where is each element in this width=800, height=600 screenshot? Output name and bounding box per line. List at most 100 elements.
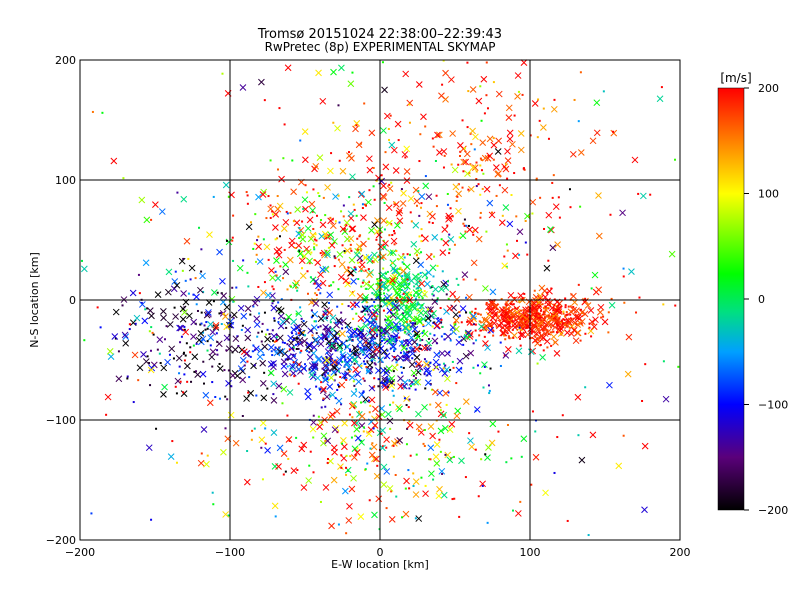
- data-point-cross: [316, 154, 324, 162]
- data-point: [333, 255, 336, 258]
- data-point-cross: [574, 329, 582, 337]
- data-point: [362, 390, 365, 393]
- data-point: [422, 323, 425, 326]
- data-point-cross: [514, 510, 522, 517]
- data-point: [520, 315, 523, 318]
- data-point-cross: [489, 288, 497, 296]
- data-point-cross: [294, 206, 302, 213]
- data-point-cross: [370, 443, 378, 451]
- data-point-cross: [415, 360, 423, 368]
- data-point: [182, 352, 185, 355]
- data-point: [505, 265, 508, 268]
- data-point: [338, 385, 341, 388]
- data-point-cross: [276, 444, 284, 452]
- data-point: [464, 476, 467, 479]
- data-point: [430, 388, 433, 391]
- data-point: [373, 385, 376, 388]
- data-point: [553, 98, 556, 101]
- data-point: [365, 341, 368, 344]
- data-point: [405, 304, 408, 307]
- data-point-cross: [336, 342, 343, 350]
- data-point: [316, 342, 319, 345]
- data-point-cross: [230, 311, 238, 319]
- data-point: [360, 336, 363, 339]
- data-point: [310, 309, 313, 312]
- x-tick-label: 0: [377, 546, 384, 559]
- data-point: [567, 305, 570, 308]
- data-point: [222, 312, 225, 315]
- data-point: [478, 320, 481, 323]
- data-point: [392, 283, 395, 286]
- data-point-cross: [446, 426, 454, 434]
- data-point: [524, 219, 527, 222]
- data-point-cross: [298, 257, 306, 265]
- data-point-cross: [209, 328, 217, 336]
- data-point: [315, 293, 318, 296]
- data-point-cross: [567, 317, 575, 325]
- data-point-cross: [190, 333, 197, 340]
- data-point: [539, 343, 542, 346]
- data-point: [356, 248, 359, 251]
- data-point-cross: [495, 322, 503, 330]
- data-point: [348, 196, 351, 199]
- data-point: [271, 299, 274, 302]
- data-point-cross: [540, 124, 547, 131]
- data-point: [419, 344, 422, 347]
- data-point: [373, 377, 376, 380]
- data-point: [475, 178, 478, 181]
- data-point-cross: [482, 340, 489, 347]
- data-point-cross: [340, 436, 347, 444]
- data-point: [246, 202, 249, 205]
- data-point: [128, 328, 131, 331]
- data-point-cross: [422, 490, 429, 498]
- data-point-cross: [275, 382, 283, 390]
- data-point: [310, 316, 313, 319]
- data-point-cross: [512, 252, 519, 260]
- data-point: [324, 375, 327, 378]
- data-point: [388, 183, 391, 186]
- data-point-cross: [506, 135, 514, 143]
- data-point-cross: [446, 305, 454, 312]
- data-point-cross: [451, 166, 459, 174]
- data-point-cross: [397, 354, 404, 362]
- data-point: [122, 177, 125, 180]
- data-point: [448, 248, 451, 251]
- data-point-cross: [386, 185, 394, 192]
- data-point-cross: [353, 120, 361, 127]
- data-point-cross: [352, 348, 360, 355]
- data-point: [319, 292, 322, 295]
- data-point: [507, 326, 510, 329]
- data-point: [480, 158, 483, 161]
- data-point: [150, 326, 153, 329]
- data-point: [303, 363, 306, 366]
- data-point: [368, 329, 371, 332]
- data-point: [551, 181, 554, 184]
- data-point: [146, 355, 149, 358]
- data-point: [371, 359, 374, 362]
- data-point: [275, 339, 278, 342]
- data-point: [251, 429, 254, 432]
- data-point: [354, 268, 357, 271]
- data-point: [465, 331, 468, 334]
- data-point-cross: [239, 376, 247, 384]
- data-point: [546, 291, 549, 294]
- data-point-cross: [403, 477, 410, 485]
- data-point-cross: [319, 387, 327, 395]
- data-point: [420, 347, 423, 350]
- data-point: [270, 350, 273, 353]
- data-point-cross: [442, 239, 450, 247]
- data-point: [334, 321, 337, 324]
- data-point-cross: [327, 167, 334, 175]
- data-point-cross: [472, 226, 479, 234]
- data-point: [562, 318, 565, 321]
- data-point: [254, 260, 257, 263]
- data-point-cross: [424, 344, 431, 352]
- data-point: [547, 137, 550, 140]
- data-point-cross: [299, 272, 307, 280]
- data-point: [351, 71, 354, 74]
- data-point: [622, 434, 625, 437]
- data-point: [395, 300, 398, 303]
- data-point: [294, 286, 297, 289]
- data-point: [557, 304, 560, 307]
- data-point-cross: [253, 345, 260, 353]
